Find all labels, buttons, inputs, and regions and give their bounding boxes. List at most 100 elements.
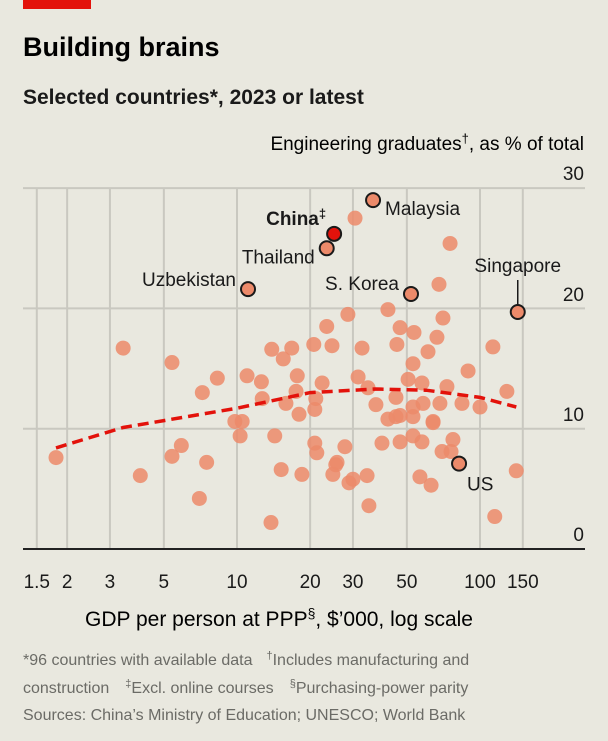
data-point — [306, 336, 322, 352]
label-text: Singapore — [474, 256, 561, 277]
data-point — [508, 463, 524, 479]
footnote-line-1: *96 countries with available data †Includ… — [23, 650, 469, 669]
trend-line — [55, 387, 517, 450]
data-point — [472, 399, 488, 415]
data-point — [431, 276, 447, 292]
data-point — [354, 340, 370, 356]
data-point — [361, 498, 377, 514]
data-point — [454, 395, 470, 411]
y-tick-label: 20 — [563, 285, 584, 306]
x-tick-label: 50 — [396, 572, 417, 593]
data-point — [191, 490, 207, 506]
data-point — [199, 454, 215, 470]
x-tick-label: 5 — [159, 572, 170, 593]
data-point — [289, 368, 305, 384]
data-point — [291, 406, 307, 422]
data-point — [420, 344, 436, 360]
data-point — [209, 370, 225, 386]
label-text: Thailand — [242, 247, 315, 268]
labelled-points: China‡ Malaysia Thailand Uzbekistan S. Korea… — [142, 192, 561, 496]
x-tick-label: 2 — [62, 572, 73, 593]
data-point — [350, 369, 366, 385]
data-point — [309, 445, 325, 461]
data-point — [337, 439, 353, 455]
y-tick-label: 30 — [563, 164, 584, 185]
data-point — [275, 351, 291, 367]
data-point — [294, 466, 310, 482]
data-point — [359, 468, 375, 484]
chart-title: Building brains — [23, 32, 220, 62]
data-point — [267, 428, 283, 444]
data-point — [319, 318, 335, 334]
label-thailand: Thailand — [242, 247, 315, 268]
data-point — [164, 448, 180, 464]
data-point — [48, 450, 64, 466]
data-point — [132, 468, 148, 484]
data-point — [405, 356, 421, 372]
data-point — [406, 324, 422, 340]
data-point — [115, 340, 131, 356]
data-point — [392, 407, 408, 423]
label-text: Malaysia — [385, 199, 460, 220]
data-point — [239, 368, 255, 384]
data-point — [414, 434, 430, 450]
data-point — [439, 379, 455, 395]
data-point — [284, 340, 300, 356]
label-us: US — [467, 475, 493, 496]
data-point — [345, 471, 361, 487]
data-point — [232, 428, 248, 444]
y-tick-label: 10 — [563, 405, 584, 426]
accent-bar — [23, 0, 91, 9]
data-point — [432, 395, 448, 411]
label-uzbekistan: Uzbekistan — [142, 270, 236, 291]
data-point — [340, 306, 356, 322]
x-tick-label: 30 — [342, 572, 363, 593]
data-point — [314, 375, 330, 391]
label-text: Uzbekistan — [142, 270, 236, 291]
point-malaysia — [365, 192, 382, 209]
data-point — [324, 338, 340, 354]
y-axis-label: Engineering graduates†, as % of total — [270, 131, 584, 155]
data-point — [368, 397, 384, 413]
data-point — [308, 391, 324, 407]
gridlines — [23, 187, 585, 549]
data-point — [487, 509, 503, 525]
footnote-line-2: construction ‡Excl. online courses §Purcha… — [23, 678, 468, 697]
x-tick-label: 100 — [464, 572, 496, 593]
label-singapore: Singapore — [474, 256, 561, 277]
data-point — [173, 438, 189, 454]
data-point — [445, 432, 461, 448]
x-tick-label: 3 — [105, 572, 116, 593]
data-point — [392, 320, 408, 336]
data-point — [499, 383, 515, 399]
data-point — [307, 401, 323, 417]
label-mark: ‡ — [319, 206, 326, 221]
data-point — [234, 413, 250, 429]
label-s-korea: S. Korea — [325, 274, 399, 295]
label-text: China — [266, 209, 319, 230]
data-point — [325, 466, 341, 482]
data-point — [392, 434, 408, 450]
data-point — [485, 339, 501, 355]
point-us — [451, 455, 468, 472]
data-point — [263, 515, 279, 531]
y-tick-label: 0 — [573, 525, 584, 546]
data-point — [400, 371, 416, 387]
point-uzbekistan — [240, 281, 257, 298]
data-point — [460, 363, 476, 379]
x-tick-label: 150 — [507, 572, 539, 593]
x-tick-label: 20 — [300, 572, 321, 593]
data-point — [414, 375, 430, 391]
data-point — [388, 389, 404, 405]
point-singapore — [509, 304, 526, 321]
data-point — [435, 310, 451, 326]
label-text: S. Korea — [325, 274, 399, 295]
data-point — [360, 380, 376, 396]
x-axis-label: GDP per person at PPP§, $’000, log scale — [85, 605, 473, 631]
data-point — [429, 329, 445, 345]
point-china — [326, 225, 343, 242]
data-point — [423, 477, 439, 493]
data-point — [253, 374, 269, 390]
